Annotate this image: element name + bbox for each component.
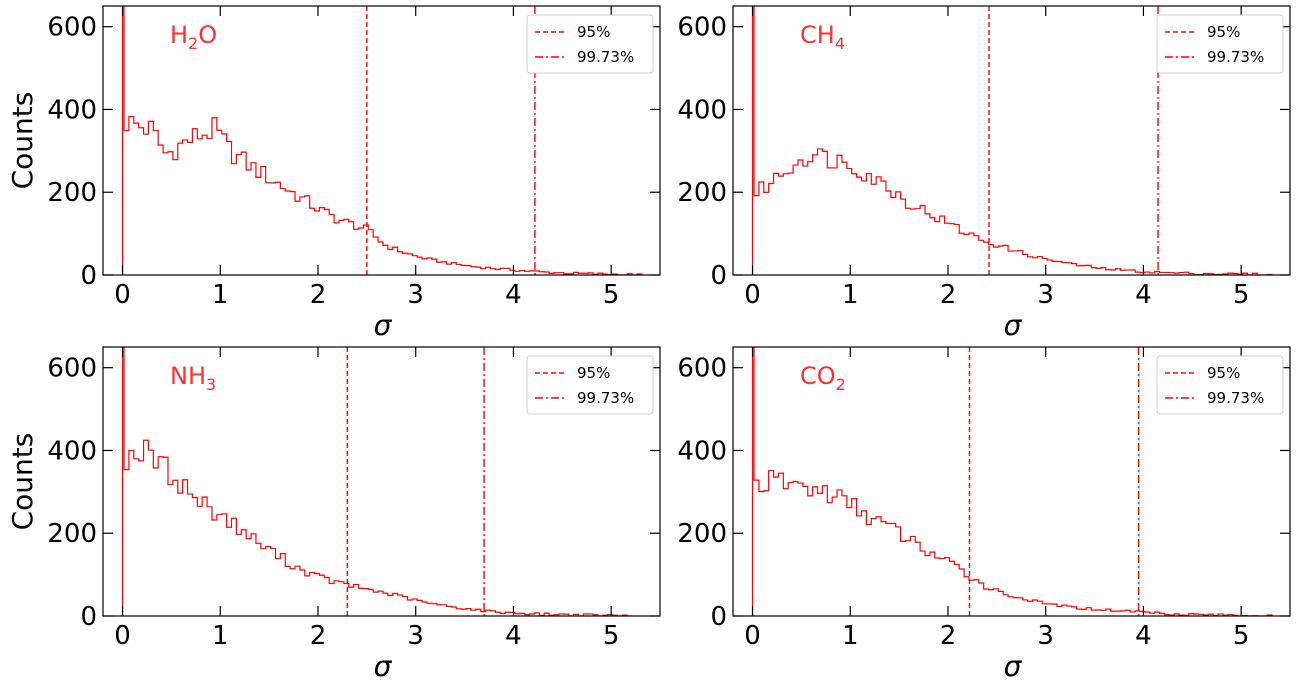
x-axis-label: σ: [1004, 650, 1023, 680]
y-tick-label: 200: [677, 178, 727, 208]
axes-frame: [102, 5, 661, 276]
legend-box: [1156, 355, 1284, 415]
y-tick-label: 200: [47, 178, 97, 208]
axes-frame: [102, 346, 661, 617]
x-tick-label: 2: [310, 621, 327, 651]
x-tick-label: 1: [842, 280, 859, 310]
plot-area: [121, 347, 633, 616]
y-tick-label: 600: [47, 354, 97, 384]
plot-area: [751, 347, 1273, 616]
species-label: H2O: [170, 21, 217, 53]
x-axis-label: σ: [374, 650, 393, 680]
x-tick-label: 3: [1037, 280, 1054, 310]
x-tick-label: 0: [744, 280, 761, 310]
x-tick-label: 3: [407, 621, 424, 651]
legend-label-95: 95%: [1207, 23, 1240, 41]
legend-label-9973: 99.73%: [577, 389, 634, 407]
axes-frame: [732, 346, 1291, 617]
histogram-steps: [751, 6, 1273, 275]
y-tick-label: 200: [677, 519, 727, 549]
y-tick-label: 600: [677, 354, 727, 384]
species-subscript: 2: [188, 34, 198, 53]
legend-label-9973: 99.73%: [1207, 48, 1264, 66]
x-tick-label: 5: [603, 621, 620, 651]
y-tick-label: 400: [677, 436, 727, 466]
x-axis-label: σ: [374, 309, 393, 342]
x-tick-label: 3: [1037, 621, 1054, 651]
x-tick-label: 5: [603, 280, 620, 310]
species-label: NH3: [170, 362, 216, 394]
x-tick-label: 2: [940, 280, 957, 310]
legend: 95% 99.73%: [1156, 355, 1284, 415]
legend-label-9973: 99.73%: [1207, 389, 1264, 407]
species-label: CH4: [800, 21, 845, 53]
y-tick-label: 600: [677, 13, 727, 43]
x-tick-label: 1: [212, 621, 229, 651]
legend: 95% 99.73%: [1156, 14, 1284, 74]
y-tick-label: 400: [47, 95, 97, 125]
x-tick-label: 4: [1135, 280, 1152, 310]
x-tick-label: 2: [940, 621, 957, 651]
histogram-steps: [751, 347, 1273, 616]
y-tick-label: 0: [80, 602, 97, 632]
species-subscript: 3: [206, 375, 216, 394]
x-tick-label: 2: [310, 280, 327, 310]
y-tick-label: 0: [710, 261, 727, 291]
x-tick-label: 4: [1135, 621, 1152, 651]
x-axis-label: σ: [1004, 309, 1023, 342]
legend-box: [526, 355, 654, 415]
species-main: CO: [800, 362, 836, 390]
species-label: CO2: [800, 362, 846, 394]
y-tick-label: 200: [47, 519, 97, 549]
species-subscript: 4: [835, 34, 845, 53]
legend-label-95: 95%: [1207, 364, 1240, 382]
legend-label-95: 95%: [577, 23, 610, 41]
legend-box: [1156, 14, 1284, 74]
species-main: H: [170, 21, 188, 49]
legend-box: [526, 14, 654, 74]
x-tick-label: 0: [114, 621, 131, 651]
y-tick-label: 0: [80, 261, 97, 291]
y-axis-label: Counts: [6, 433, 39, 531]
legend-label-9973: 99.73%: [577, 48, 634, 66]
y-tick-label: 0: [710, 602, 727, 632]
x-tick-label: 5: [1233, 621, 1250, 651]
y-tick-label: 400: [47, 436, 97, 466]
x-tick-label: 4: [505, 280, 522, 310]
species-main: CH: [800, 21, 835, 49]
axes-frame: [732, 5, 1291, 276]
species-main: NH: [170, 362, 206, 390]
legend: 95% 99.73%: [526, 14, 654, 74]
legend-label-95: 95%: [577, 364, 610, 382]
species-subscript: 2: [836, 375, 846, 394]
x-tick-label: 1: [842, 621, 859, 651]
x-tick-label: 1: [212, 280, 229, 310]
y-tick-label: 400: [677, 95, 727, 125]
histogram-steps: [121, 6, 643, 275]
x-tick-label: 4: [505, 621, 522, 651]
y-tick-label: 600: [47, 13, 97, 43]
x-tick-label: 0: [114, 280, 131, 310]
legend: 95% 99.73%: [526, 355, 654, 415]
x-tick-label: 3: [407, 280, 424, 310]
x-tick-label: 0: [744, 621, 761, 651]
x-tick-label: 5: [1233, 280, 1250, 310]
y-axis-label: Counts: [6, 92, 39, 190]
histogram-steps: [121, 347, 633, 616]
species-tail: O: [198, 21, 217, 49]
